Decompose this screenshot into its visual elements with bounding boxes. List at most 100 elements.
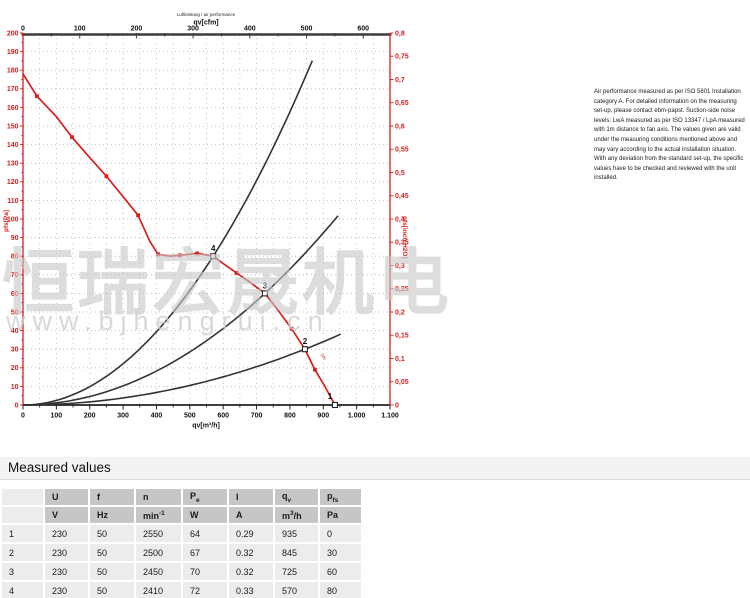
table-cell: 50 <box>90 563 134 580</box>
air-performance-chart: 0 100 200 300 400 500 600 Luftleistung / air pe… <box>0 0 470 435</box>
top-axis-label: qv[cfm] <box>193 20 218 27</box>
table-cell: 0.32 <box>229 544 273 561</box>
svg-text:170: 170 <box>7 86 19 93</box>
operating-point-marker <box>261 290 268 297</box>
table-cell: 50 <box>90 525 134 542</box>
table-header-cell: n <box>136 489 181 505</box>
svg-text:200: 200 <box>131 26 143 33</box>
table-cell: 230 <box>45 525 88 542</box>
svg-text:200: 200 <box>84 413 96 420</box>
table-cell: 0.29 <box>229 525 273 542</box>
chart-title-small: Luftleistung / air performance <box>177 12 236 17</box>
table-cell: 70 <box>183 563 227 580</box>
svg-text:1.000: 1.000 <box>348 413 366 420</box>
svg-text:50: 50 <box>11 309 19 316</box>
fan-curve-marker <box>177 253 182 258</box>
svg-text:30: 30 <box>11 347 19 354</box>
fan-curve-marker <box>289 326 294 331</box>
table-header-cell: m3/h <box>275 507 318 523</box>
svg-text:0: 0 <box>15 402 19 409</box>
table-cell: 64 <box>183 525 227 542</box>
svg-text:0,25: 0,25 <box>395 286 409 293</box>
svg-text:0,75: 0,75 <box>395 54 409 61</box>
table-cell: 935 <box>275 525 318 542</box>
table-cell: 230 <box>45 582 88 598</box>
table-header-cell: min-1 <box>136 507 181 523</box>
fan-curve-marker <box>136 213 141 218</box>
table-cell: 0.32 <box>229 563 273 580</box>
svg-text:0: 0 <box>21 26 25 33</box>
svg-text:70: 70 <box>11 272 19 279</box>
svg-text:120: 120 <box>7 179 19 186</box>
table-header-cell: f <box>90 489 134 505</box>
table-header-cell: U <box>45 489 88 505</box>
left-axis-label: pfs[Pa] <box>3 210 10 232</box>
svg-text:100: 100 <box>74 26 86 33</box>
svg-text:500: 500 <box>301 26 313 33</box>
fan-curve <box>22 73 336 406</box>
fan-curve-end-label: pfs <box>320 353 328 361</box>
table-cell: 80 <box>320 582 361 598</box>
table-row: 4 230 50 2410 72 0.33 570 80 <box>2 582 361 598</box>
table-header-cell: W <box>183 507 227 523</box>
table-header-cell: A <box>229 507 273 523</box>
table-header-cell: Pe <box>183 489 227 505</box>
operating-point-number: 4 <box>211 244 216 253</box>
svg-text:20: 20 <box>11 365 19 372</box>
table-cell: 30 <box>320 544 361 561</box>
fan-curve-marker <box>156 252 161 257</box>
svg-text:0,5: 0,5 <box>395 170 405 177</box>
table-cell: 3 <box>2 563 43 580</box>
svg-text:0,05: 0,05 <box>395 379 409 386</box>
svg-text:200: 200 <box>7 30 19 37</box>
fan-curve-marker <box>234 271 239 275</box>
table-header-cell: pfs <box>320 489 361 505</box>
svg-text:400: 400 <box>151 413 163 420</box>
svg-text:0,2: 0,2 <box>395 309 405 316</box>
system-curve <box>22 60 314 406</box>
operating-point-marker <box>301 346 308 353</box>
fan-curve-marker <box>70 135 74 140</box>
operating-point-number: 1 <box>328 392 333 401</box>
svg-text:190: 190 <box>7 49 19 56</box>
svg-text:160: 160 <box>7 105 19 112</box>
table-header-cell: V <box>45 507 88 523</box>
table-cell: 2550 <box>136 525 181 542</box>
system-curve <box>23 333 341 406</box>
svg-text:300: 300 <box>117 413 129 420</box>
svg-text:180: 180 <box>7 68 19 75</box>
svg-text:0,6: 0,6 <box>395 123 405 130</box>
svg-text:700: 700 <box>251 413 263 420</box>
table-header-cell <box>2 507 43 523</box>
right-axis-label: pfs[inch H2O] <box>401 216 408 259</box>
table-row: 1 230 50 2550 64 0.29 935 0 <box>2 525 361 542</box>
table-header-cell: I <box>229 489 273 505</box>
svg-text:0,55: 0,55 <box>395 147 409 154</box>
svg-text:100: 100 <box>7 216 19 223</box>
svg-text:0,8: 0,8 <box>395 30 405 37</box>
svg-text:40: 40 <box>11 328 19 335</box>
bottom-axis-label: qv[m³/h] <box>192 423 220 430</box>
svg-text:0,15: 0,15 <box>395 333 409 340</box>
operating-point-number: 3 <box>263 281 268 290</box>
fan-curve-marker <box>35 94 39 99</box>
svg-text:500: 500 <box>184 413 196 420</box>
system-curve <box>22 215 339 406</box>
svg-text:0,1: 0,1 <box>395 356 405 363</box>
svg-text:0,3: 0,3 <box>395 263 405 270</box>
svg-text:0,65: 0,65 <box>395 100 409 107</box>
svg-text:0,4: 0,4 <box>395 216 405 223</box>
svg-text:90: 90 <box>11 235 19 242</box>
table-cell: 2500 <box>136 544 181 561</box>
operating-point-marker <box>210 253 217 260</box>
svg-text:80: 80 <box>11 254 19 261</box>
svg-text:10: 10 <box>11 384 19 391</box>
svg-text:100: 100 <box>51 413 63 420</box>
table-cell: 2410 <box>136 582 181 598</box>
svg-text:140: 140 <box>7 142 19 149</box>
table-cell: 0.33 <box>229 582 273 598</box>
fan-curve-marker <box>313 367 317 372</box>
table-cell: 2 <box>2 544 43 561</box>
